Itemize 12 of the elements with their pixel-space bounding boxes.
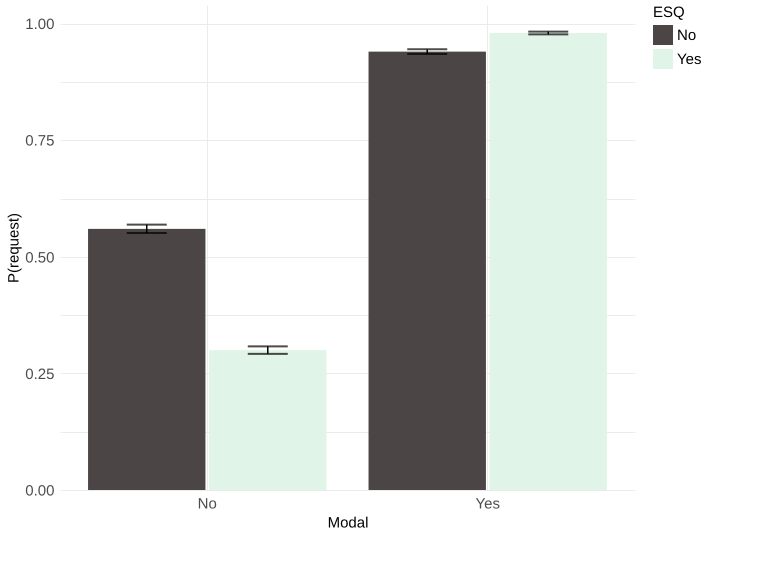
y-tick-label: 0.75 [25, 132, 54, 150]
bar [88, 228, 206, 490]
y-tick-label: 0.00 [25, 482, 54, 500]
legend-label: No [677, 27, 696, 44]
x-axis-title: Modal [328, 514, 368, 532]
y-tick-label: 1.00 [25, 16, 54, 34]
legend-label: Yes [677, 51, 702, 68]
bar [368, 52, 486, 490]
y-tick-label: 0.25 [25, 366, 54, 383]
y-tick-label: 0.50 [25, 249, 54, 266]
y-axis-title: P(request) [5, 212, 22, 284]
legend-title: ESQ [653, 4, 685, 21]
